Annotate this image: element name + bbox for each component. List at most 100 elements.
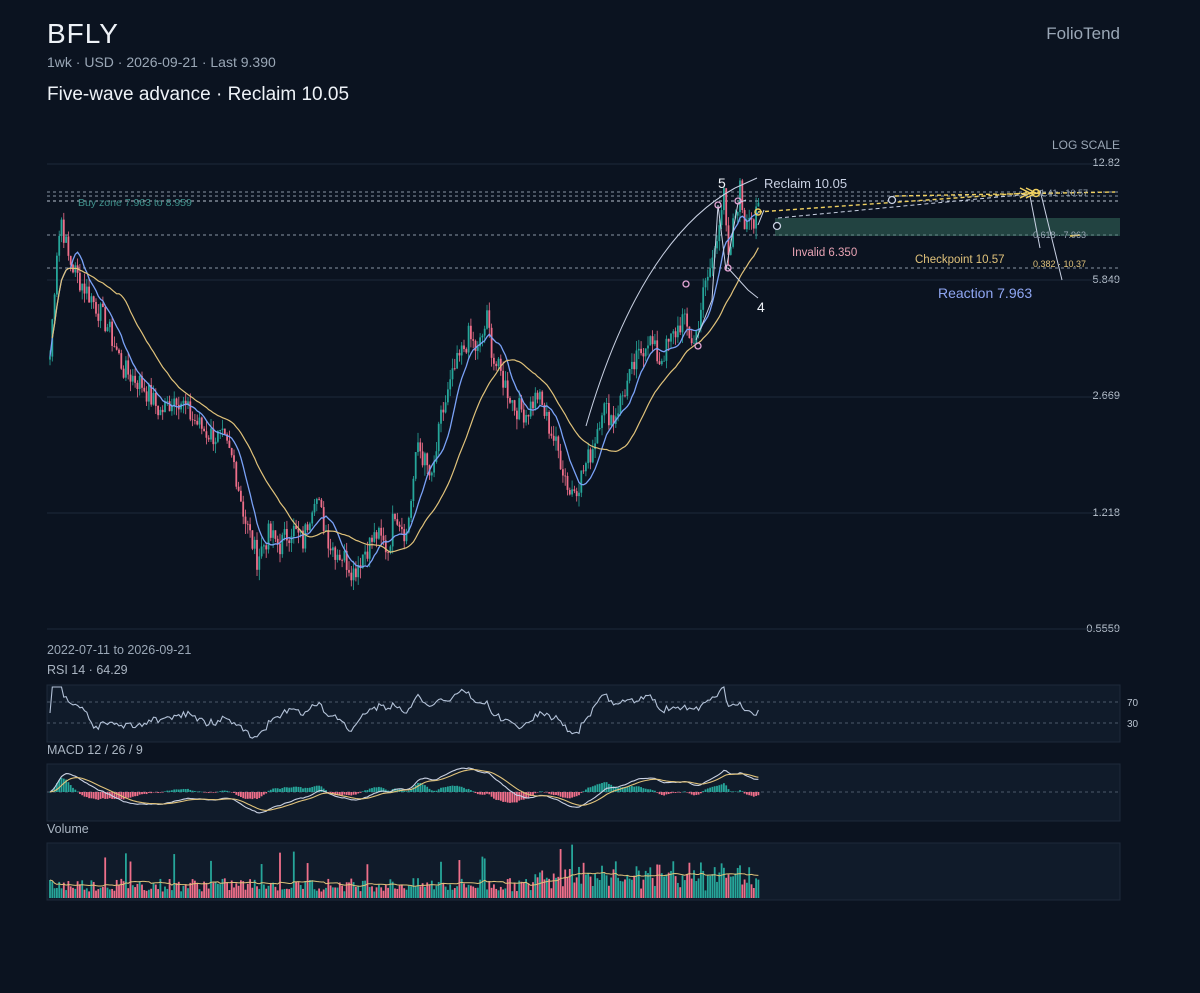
volume-bar: [127, 888, 130, 898]
volume-bar: [603, 873, 606, 898]
volume-bar: [72, 887, 74, 898]
candle-body: [304, 524, 307, 549]
candle-body: [83, 283, 86, 294]
volume-bar: [263, 884, 265, 898]
candle-body: [106, 327, 109, 332]
candle-body: [628, 369, 631, 381]
volume-bar: [571, 844, 573, 898]
candle-body: [736, 211, 739, 216]
candle-body: [743, 210, 746, 230]
candle-body: [118, 349, 120, 354]
macd-hist-bar: [718, 785, 721, 792]
macd-hist-bar: [83, 792, 86, 797]
macd-title: MACD 12 / 26 / 9: [47, 743, 143, 757]
macd-hist-bar: [693, 792, 695, 796]
macd-hist-bar: [345, 792, 348, 795]
volume-bar: [74, 888, 77, 898]
volume-bar: [612, 869, 615, 898]
candle-body: [559, 450, 562, 470]
macd-hist-bar: [610, 784, 613, 792]
volume-bar: [552, 873, 555, 898]
volume-bar: [191, 879, 194, 898]
volume-bar: [283, 889, 286, 898]
volume-bar: [442, 882, 445, 898]
candle-body: [585, 463, 587, 472]
macd-hist-bar: [267, 790, 270, 792]
macd-hist-bar: [125, 792, 127, 799]
macd-hist-bar: [746, 792, 748, 795]
macd-hist-bar: [440, 787, 442, 792]
volume-bar: [467, 884, 470, 898]
volume-bar: [398, 884, 401, 898]
candle-body: [520, 398, 523, 410]
candle-body: [138, 376, 141, 390]
volume-bar: [580, 883, 583, 898]
wave-points: [682, 197, 742, 350]
macd-hist-bar: [614, 787, 617, 792]
volume-bar: [550, 888, 553, 898]
candle-body: [58, 235, 61, 256]
macd-hist-bar: [203, 792, 205, 793]
volume-bar: [359, 891, 362, 898]
macd-hist-bar: [522, 792, 525, 800]
candle-body: [465, 349, 468, 353]
macd-hist-bar: [249, 792, 251, 799]
candle-body: [246, 523, 249, 525]
macd-hist-bar: [58, 780, 61, 792]
volume-bar: [115, 879, 118, 898]
candle-body: [603, 403, 606, 416]
volume-bar: [235, 883, 238, 898]
macd-hist-bar: [513, 792, 516, 803]
volume-bar: [573, 882, 576, 898]
volume-bar: [306, 863, 309, 898]
macd-hist-bar: [357, 792, 360, 794]
macd-hist-bar: [686, 792, 688, 793]
volume-bar: [49, 879, 51, 898]
candle-body: [355, 568, 357, 578]
candle-body: [69, 255, 72, 265]
macd-hist-bar: [175, 789, 178, 792]
candle-body: [631, 361, 633, 370]
candle-body: [562, 469, 564, 476]
volume-bar: [598, 880, 601, 898]
volume-bar: [138, 881, 141, 898]
macd-hist-bar: [688, 792, 691, 794]
chart-meta: 1wk · USD · 2026-09-21 · Last 9.390: [47, 54, 276, 70]
candle-body: [437, 423, 440, 452]
level-lines: [47, 191, 1120, 269]
candle-body: [545, 412, 548, 416]
candle-body: [318, 498, 320, 500]
macd-hist-bar: [168, 790, 171, 792]
volume-bar: [709, 875, 711, 898]
macd-hist-bar: [612, 786, 615, 792]
candle-body: [242, 501, 245, 517]
macd-hist-bar: [283, 787, 286, 792]
volume-bar: [371, 886, 373, 898]
macd-hist-bar: [127, 792, 130, 798]
macd-hist-bar: [189, 789, 192, 792]
macd-hist-bar: [72, 787, 74, 792]
candle-body: [493, 357, 495, 364]
macd-hist-bar: [557, 792, 560, 796]
candle-body: [343, 550, 346, 561]
candle-body: [702, 287, 705, 310]
macd-hist-bar: [69, 785, 72, 792]
candle-body: [384, 540, 387, 553]
macd-hist-bar: [587, 787, 590, 792]
macd-hist-bar: [752, 792, 755, 797]
volume-bar: [440, 861, 442, 898]
macd-hist-bar: [453, 785, 456, 792]
candle-body: [608, 403, 610, 426]
macd-hist-bar: [290, 787, 293, 792]
macd-hist-bar: [568, 792, 571, 799]
candle-body: [336, 554, 339, 560]
macd-hist-bar: [516, 792, 518, 803]
candle-body: [265, 545, 268, 550]
macd-hist-bar: [191, 790, 194, 792]
macd-hist-bar: [405, 791, 408, 792]
volume-bar: [447, 889, 449, 898]
volume-bar: [364, 880, 366, 898]
candle-body: [152, 392, 155, 405]
volume-bar: [405, 889, 408, 898]
macd-hist-bar: [108, 792, 111, 799]
